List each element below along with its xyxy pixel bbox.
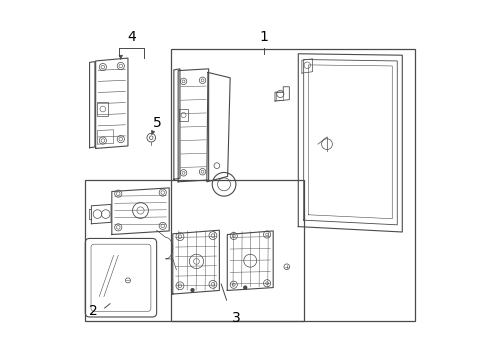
- Text: 4: 4: [127, 31, 136, 44]
- Bar: [85, 180, 303, 320]
- Text: 5: 5: [153, 116, 162, 130]
- Bar: [171, 49, 414, 320]
- Text: 3: 3: [231, 311, 240, 325]
- Bar: [179, 109, 188, 121]
- Circle shape: [190, 288, 194, 292]
- Text: 2: 2: [88, 304, 97, 318]
- Bar: [97, 102, 108, 116]
- Bar: [276, 92, 283, 100]
- Text: 1: 1: [259, 31, 268, 44]
- Circle shape: [243, 285, 247, 290]
